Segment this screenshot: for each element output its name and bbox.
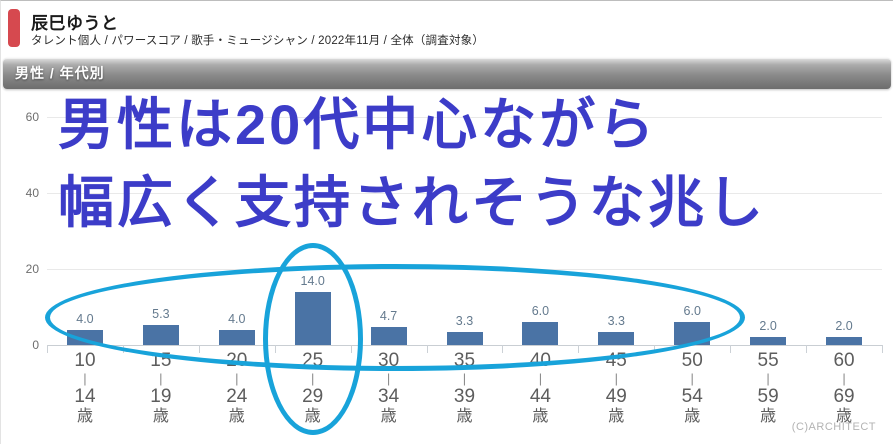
x-category-separator: | xyxy=(386,371,391,386)
x-category-number: 10 xyxy=(74,350,96,371)
x-category-unit: 歳 xyxy=(608,408,625,425)
x-axis-tick-mark xyxy=(730,345,732,353)
y-axis-tick-60: 60 xyxy=(25,110,39,124)
x-category-separator: | xyxy=(83,371,87,386)
x-category-number: 60 xyxy=(833,350,855,371)
bar-60-69 xyxy=(826,337,863,345)
bar-value-label: 2.0 xyxy=(759,319,777,334)
x-category-label: 10 | 14 歳 xyxy=(47,350,123,427)
x-category-unit: 歳 xyxy=(532,408,549,425)
report-header: 辰巳ゆうと タレント個人 / パワースコア / 歌手・ミュージシャン / 202… xyxy=(1,1,893,57)
x-category-separator: | xyxy=(462,371,467,386)
x-category-number: 24 xyxy=(226,386,248,407)
x-category-label: 50 | 54 歳 xyxy=(654,350,730,427)
bar-value-label: 2.0 xyxy=(835,319,853,334)
x-category-separator: | xyxy=(842,371,846,386)
x-category-separator: | xyxy=(690,371,694,386)
bar-55-59 xyxy=(750,337,787,345)
x-category-label: 15 | 19 歳 xyxy=(123,350,199,427)
section-header-bar: 男性 / 年代別 xyxy=(3,58,891,89)
x-category-unit: 歳 xyxy=(228,408,245,425)
header-accent-bar xyxy=(8,9,20,47)
x-axis-tick-mark xyxy=(47,345,48,353)
x-category-separator: | xyxy=(159,371,163,386)
x-category-number: 59 xyxy=(757,386,779,407)
breadcrumb: タレント個人 / パワースコア / 歌手・ミュージシャン / 2022年11月 … xyxy=(31,35,485,47)
copyright-text: (C)ARCHITECT xyxy=(791,421,876,433)
x-category-separator: | xyxy=(235,371,239,386)
x-axis-tick-mark xyxy=(882,345,883,353)
x-category-number: 69 xyxy=(833,386,855,407)
x-category-number: 39 xyxy=(453,386,476,407)
annotation-line-2: 幅広く支持されそうな兆し xyxy=(58,171,766,234)
x-category-separator: | xyxy=(614,371,618,386)
x-category-number: 34 xyxy=(378,386,400,407)
x-category-unit: 歳 xyxy=(152,408,169,425)
y-axis-tick-40: 40 xyxy=(25,186,39,200)
x-category-label: 60 | 69 歳 xyxy=(806,350,882,427)
x-category-number: 54 xyxy=(681,386,703,407)
x-category-separator: | xyxy=(766,371,770,386)
y-axis-tick-0: 0 xyxy=(32,338,39,352)
x-category-unit: 歳 xyxy=(760,408,777,425)
page-title: 辰巳ゆうと xyxy=(31,14,119,33)
gridline-60 xyxy=(47,117,882,118)
highlight-ellipse-vertical xyxy=(263,243,363,435)
x-category-unit: 歳 xyxy=(836,408,853,425)
x-category-number: 49 xyxy=(605,386,627,407)
x-category-unit: 歳 xyxy=(76,408,93,425)
x-category-unit: 歳 xyxy=(380,408,397,425)
x-category-unit: 歳 xyxy=(456,408,473,425)
x-category-number: 19 xyxy=(150,386,172,407)
x-category-number: 55 xyxy=(757,350,779,371)
highlight-ellipse-horizontal xyxy=(45,264,745,371)
y-axis-tick-20: 20 xyxy=(25,262,39,276)
x-category-number: 14 xyxy=(74,386,96,407)
section-title: 男性 / 年代別 xyxy=(15,65,105,81)
x-axis-tick-mark xyxy=(806,345,808,353)
x-category-number: 50 xyxy=(681,350,703,371)
x-category-number: 44 xyxy=(529,386,551,407)
x-category-unit: 歳 xyxy=(684,408,701,425)
x-category-label: 55 | 59 歳 xyxy=(730,350,806,427)
annotation-line-1: 男性は20代中心ながら xyxy=(58,93,658,156)
x-category-separator: | xyxy=(538,371,543,386)
gridline-40 xyxy=(47,193,882,194)
